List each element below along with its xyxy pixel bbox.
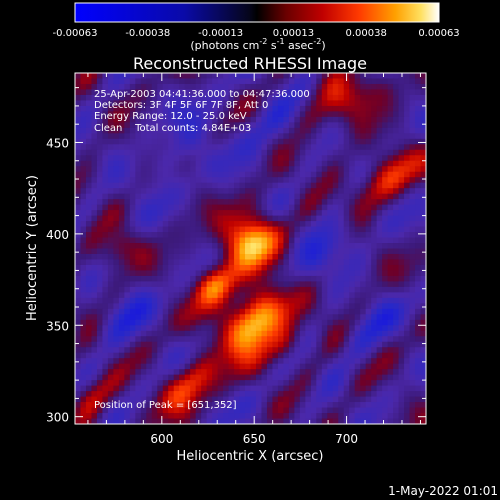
x-tick-label: 650: [243, 432, 266, 446]
colorbar-tick-label: -0.00063: [53, 28, 98, 39]
axis-ticks: 600 650 700 300 350 400 450: [46, 73, 426, 446]
x-tick-label: 700: [335, 432, 358, 446]
colorbar-gradient: [74, 2, 440, 23]
y-tick-label: 300: [46, 411, 69, 425]
info-line-time: 25-Apr-2003 04:41:36.000 to 04:47:36.000: [94, 89, 310, 100]
x-tick-label: 600: [150, 432, 173, 446]
colorbar-units-label: (photons cm-2 s-1 asec-2): [190, 37, 325, 52]
info-overlay: 25-Apr-2003 04:41:36.000 to 04:47:36.000…: [94, 89, 310, 411]
image-pixels: [75, 73, 426, 424]
colorbar-tick-label: 0.00038: [346, 28, 387, 39]
colorbar-ticks: -0.00063 -0.00038 -0.00013 0.00013 0.00038 0.…: [53, 28, 460, 39]
y-axis-label: Heliocentric Y (arcsec): [25, 175, 40, 321]
colorbar-tick-label: -0.00013: [198, 28, 243, 39]
rhessi-image: [75, 73, 426, 424]
info-line-detectors: Detectors: 3F 4F 5F 6F 7F 8F, Att 0: [94, 100, 268, 111]
info-line-clean: Clean Total counts: 4.84E+03: [94, 123, 251, 134]
timestamp: 1-May-2022 01:01: [388, 484, 498, 498]
colorbar-tick-label: -0.00038: [125, 28, 170, 39]
image-frame: [74, 72, 427, 425]
plot-title: Reconstructed RHESSI Image: [133, 54, 367, 73]
peak-position-text: Position of Peak = [651,352]: [94, 400, 237, 411]
y-tick-label: 400: [46, 228, 69, 242]
colorbar: -0.00063 -0.00038 -0.00013 0.00013 0.00038 0.…: [53, 2, 460, 52]
colorbar-tick-label: 0.00063: [418, 28, 459, 39]
x-axis-label: Heliocentric X (arcsec): [177, 449, 324, 464]
y-tick-label: 350: [46, 319, 69, 333]
colorbar-tick-label: 0.00013: [273, 28, 314, 39]
info-line-energy: Energy Range: 12.0 - 25.0 keV: [94, 111, 247, 122]
y-tick-label: 450: [46, 136, 69, 150]
